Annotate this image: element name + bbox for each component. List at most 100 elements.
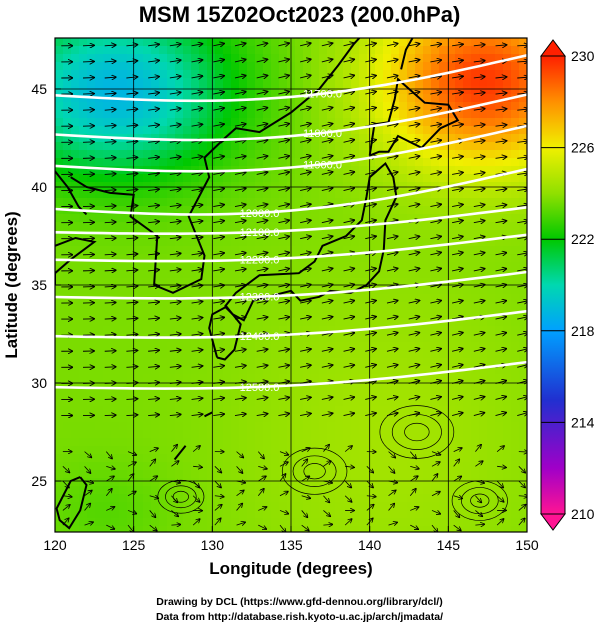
wind-arrow — [451, 381, 463, 384]
field-cell — [383, 438, 392, 447]
field-cell — [87, 254, 96, 263]
field-cell — [455, 470, 464, 479]
wind-arrow — [321, 43, 333, 46]
field-cell — [167, 222, 176, 231]
field-cell — [271, 518, 280, 527]
field-cell — [311, 390, 320, 399]
field-cell — [319, 494, 328, 503]
wind-arrow — [473, 221, 485, 223]
field-cell — [159, 238, 168, 247]
field-cell — [399, 350, 408, 359]
field-cell — [359, 350, 368, 359]
field-cell — [319, 78, 328, 87]
field-cell — [223, 518, 232, 527]
field-cell — [55, 38, 64, 47]
wind-arrow — [321, 365, 333, 367]
wind-arrow — [149, 510, 156, 517]
field-cell — [95, 214, 104, 223]
wind-arrow — [169, 76, 181, 78]
field-cell — [439, 62, 448, 71]
field-cell — [279, 310, 288, 319]
field-cell — [199, 486, 208, 495]
field-cell — [223, 102, 232, 111]
field-cell — [295, 318, 304, 327]
field-cell — [383, 326, 392, 335]
field-cell — [63, 374, 72, 383]
field-cell — [151, 398, 160, 407]
field-cell — [199, 502, 208, 511]
field-cell — [71, 358, 80, 367]
field-cell — [79, 350, 88, 359]
field-cell — [423, 206, 432, 215]
field-cell — [431, 270, 440, 279]
field-cell — [63, 214, 72, 223]
wind-arrow — [84, 503, 91, 511]
field-cell — [487, 78, 496, 87]
field-cell — [375, 318, 384, 327]
field-cell — [159, 350, 168, 359]
field-cell — [207, 238, 216, 247]
field-cell — [479, 262, 488, 271]
field-cell — [79, 142, 88, 151]
field-cell — [511, 470, 520, 479]
field-cell — [71, 190, 80, 199]
wind-arrow — [256, 269, 268, 271]
contour-line — [55, 309, 527, 339]
field-cell — [271, 390, 280, 399]
field-cell — [479, 294, 488, 303]
wind-arrow — [344, 446, 352, 452]
wind-arrow — [343, 284, 355, 286]
field-cell — [255, 470, 264, 479]
field-cell — [415, 302, 424, 311]
field-cell — [319, 142, 328, 151]
wind-arrow — [473, 381, 485, 384]
wind-arrow — [191, 189, 203, 191]
wind-arrow — [452, 172, 463, 174]
field-cell — [263, 326, 272, 335]
wind-arrow — [430, 268, 441, 270]
wind-arrow — [191, 301, 203, 303]
field-cell — [71, 86, 80, 95]
field-cell — [463, 230, 472, 239]
field-cell — [447, 494, 456, 503]
field-cell — [471, 158, 480, 167]
wind-arrow — [148, 286, 159, 287]
field-cell — [255, 158, 264, 167]
field-cell — [71, 254, 80, 263]
field-cell — [263, 438, 272, 447]
field-cell — [279, 478, 288, 487]
field-cell — [367, 62, 376, 71]
field-cell — [167, 158, 176, 167]
field-cell — [375, 334, 384, 343]
field-cell — [255, 102, 264, 111]
wind-arrow — [343, 333, 355, 335]
field-cell — [279, 390, 288, 399]
field-cell — [143, 518, 152, 527]
field-cell — [151, 390, 160, 399]
field-cell — [79, 430, 88, 439]
wind-arrow — [234, 414, 246, 416]
wind-arrow — [191, 269, 203, 271]
field-cell — [127, 358, 136, 367]
field-cell — [263, 302, 272, 311]
wind-arrow — [149, 496, 159, 498]
field-cell — [271, 366, 280, 375]
wind-arrow — [126, 141, 137, 142]
field-cell — [407, 382, 416, 391]
field-cell — [255, 190, 264, 199]
wind-arrow — [452, 333, 463, 336]
field-cell — [463, 62, 472, 71]
field-cell — [71, 478, 80, 487]
field-cell — [487, 398, 496, 407]
field-cell — [223, 206, 232, 215]
field-cell — [359, 334, 368, 343]
wind-arrow — [191, 205, 203, 207]
wind-arrow — [213, 124, 224, 126]
field-cell — [191, 382, 200, 391]
field-cell — [167, 318, 176, 327]
wind-arrow — [278, 253, 289, 255]
field-cell — [311, 342, 320, 351]
field-cell — [463, 294, 472, 303]
field-cell — [247, 414, 256, 423]
field-cell — [359, 310, 368, 319]
